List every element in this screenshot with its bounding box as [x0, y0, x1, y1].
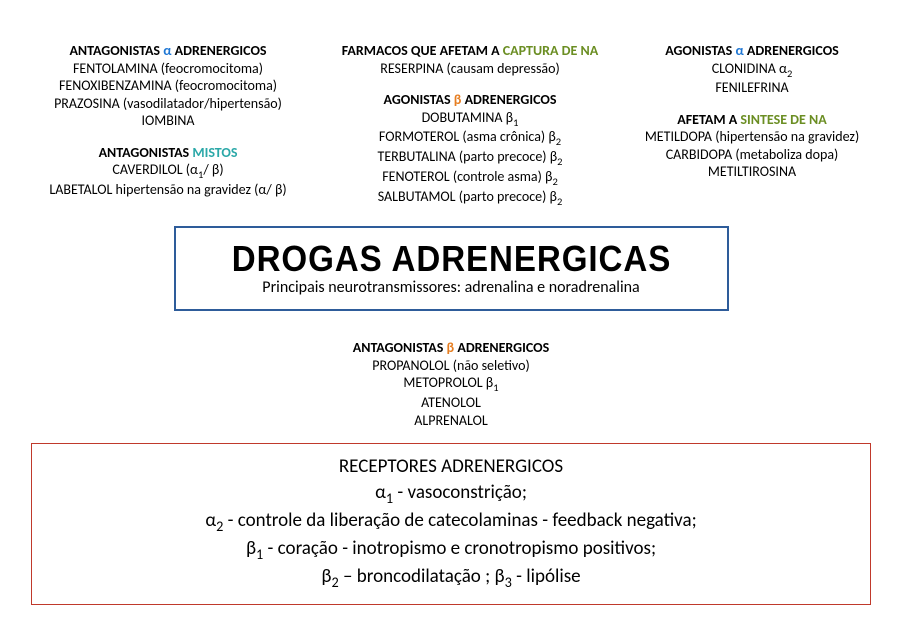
text: / β): [266, 181, 286, 198]
sub: 2: [787, 66, 792, 79]
sub: 1: [513, 115, 518, 128]
sub: 2: [552, 175, 557, 188]
drug-line: SALBUTAMOL (parto precoce) β2: [325, 188, 615, 208]
text: - controle da liberação de catecolaminas…: [223, 509, 696, 532]
text: TERBUTALINA (parto precoce) β: [378, 148, 558, 165]
sub: 3: [505, 573, 512, 591]
sub: 2: [557, 155, 562, 168]
text: / β): [203, 161, 223, 178]
text: ADRENERGICOS: [454, 339, 549, 356]
captura-title: FARMACOS QUE AFETAM A CAPTURA DE NA: [325, 42, 615, 60]
antag-alpha-block: ANTAGONISTAS α ADRENERGICOS FENTOLAMINA …: [28, 42, 308, 130]
agon-alpha-title: AGONISTAS α ADRENERGICOS: [632, 42, 872, 60]
sub: 2: [556, 135, 561, 148]
antag-mistos-title: ANTAGONISTAS MISTOS: [28, 144, 308, 162]
drug-line: METOPROLOL β1: [0, 374, 902, 394]
receptor-line: α1 - vasoconstrição;: [52, 480, 850, 508]
text: ANTAGONISTAS: [353, 339, 447, 356]
col-left: ANTAGONISTAS α ADRENERGICOS FENTOLAMINA …: [28, 42, 308, 208]
text: β: [321, 565, 331, 588]
accent: CAPTURA DE NA: [503, 42, 598, 59]
drug-line: FORMOTEROL (asma crônica) β2: [325, 128, 615, 148]
captura-block: FARMACOS QUE AFETAM A CAPTURA DE NA RESE…: [325, 42, 615, 77]
accent: α: [163, 42, 171, 59]
drug-line: CAVERDILOL (α1/ β): [28, 161, 308, 181]
agon-beta-title: AGONISTAS β ADRENERGICOS: [325, 91, 615, 109]
text: – broncodilatação ;: [339, 565, 495, 588]
drug-line: LABETALOL hipertensão na gravidez (α/ β): [28, 181, 308, 199]
receptor-line: β2 – broncodilatação ; β3 - lipólise: [52, 564, 850, 592]
text: AGONISTAS: [665, 42, 735, 59]
text: LABETALOL hipertensão na gravidez (α: [49, 181, 266, 198]
receptors-box: RECEPTORES ADRENERGICOS α1 - vasoconstri…: [31, 443, 871, 605]
text: ADRENERGICOS: [172, 42, 267, 59]
text: AFETAM A: [677, 111, 740, 128]
drug-line: CLONIDINA α2: [632, 60, 872, 80]
agon-alpha-block: AGONISTAS α ADRENERGICOS CLONIDINA α2 FE…: [632, 42, 872, 97]
drug-line: FENOTEROL (controle asma) β2: [325, 168, 615, 188]
drug-line: METILTIROSINA: [632, 163, 872, 181]
drug-line: FENILEFRINA: [632, 79, 872, 97]
text: - vasoconstrição;: [393, 481, 527, 504]
accent: MISTOS: [192, 144, 237, 161]
text: FARMACOS QUE AFETAM A: [342, 42, 503, 59]
drug-line: METILDOPA (hipertensão na gravidez): [632, 128, 872, 146]
text: ANTAGONISTAS: [69, 42, 163, 59]
col-right: AGONISTAS α ADRENERGICOS CLONIDINA α2 FE…: [632, 42, 872, 208]
text: α: [375, 481, 386, 504]
drug-line: FENTOLAMINA (feocromocitoma): [28, 60, 308, 78]
drug-line: FENOXIBENZAMINA (feocromocitoma): [28, 77, 308, 95]
col-mid: FARMACOS QUE AFETAM A CAPTURA DE NA RESE…: [325, 42, 615, 208]
drug-line: PRAZOSINA (vasodilatador/hipertensão): [28, 95, 308, 113]
accent: α: [735, 42, 743, 59]
drug-line: PROPANOLOL (não seletivo): [0, 357, 902, 375]
antag-beta-block: ANTAGONISTAS β ADRENERGICOS PROPANOLOL (…: [0, 339, 902, 429]
text: METOPROLOL β: [403, 374, 493, 391]
drug-line: ATENOLOL: [0, 394, 902, 412]
sub: 1: [493, 381, 498, 394]
sub: 2: [557, 195, 562, 208]
drug-line: ALPRENALOL: [0, 412, 902, 430]
sub: 2: [331, 573, 338, 591]
receptor-line: β1 - coração - inotropismo e cronotropis…: [52, 536, 850, 564]
main-box: DROGAS ADRENERGICAS Principais neurotran…: [174, 226, 729, 311]
text: - coração - inotropismo e cronotropismo …: [263, 537, 656, 560]
text: AGONISTAS: [384, 91, 454, 108]
text: SALBUTAMOL (parto precoce) β: [378, 188, 557, 205]
drug-line: IOMBINA: [28, 112, 308, 130]
main-subtitle: Principais neurotransmissores: adrenalin…: [190, 278, 713, 297]
sintese-title: AFETAM A SINTESE DE NA: [632, 111, 872, 129]
drug-line: RESERPINA (causam depressão): [325, 60, 615, 78]
text: FENOTEROL (controle asma) β: [382, 168, 552, 185]
antag-beta-title: ANTAGONISTAS β ADRENERGICOS: [0, 339, 902, 357]
main-title: DROGAS ADRENERGICAS: [210, 238, 691, 280]
text: ADRENERGICOS: [744, 42, 839, 59]
drug-line: DOBUTAMINA β1: [325, 109, 615, 129]
text: FORMOTEROL (asma crônica) β: [379, 128, 556, 145]
sintese-block: AFETAM A SINTESE DE NA METILDOPA (hipert…: [632, 111, 872, 181]
text: CLONIDINA α: [712, 60, 787, 77]
top-section: ANTAGONISTAS α ADRENERGICOS FENTOLAMINA …: [0, 0, 902, 208]
text: β: [495, 565, 505, 588]
receptor-line: α2 - controle da liberação de catecolami…: [52, 508, 850, 536]
drug-line: CARBIDOPA (metaboliza dopa): [632, 146, 872, 164]
receptors-title: RECEPTORES ADRENERGICOS: [52, 454, 850, 480]
text: DOBUTAMINA β: [422, 109, 514, 126]
antag-mistos-block: ANTAGONISTAS MISTOS CAVERDILOL (α1/ β) L…: [28, 144, 308, 199]
text: α: [205, 509, 216, 532]
text: CAVERDILOL (α: [112, 161, 198, 178]
text: ANTAGONISTAS: [99, 144, 193, 161]
text: β: [246, 537, 256, 560]
accent: SINTESE DE NA: [740, 111, 826, 128]
text: - lipólise: [512, 565, 581, 588]
agon-beta-block: AGONISTAS β ADRENERGICOS DOBUTAMINA β1 F…: [325, 91, 615, 208]
drug-line: TERBUTALINA (parto precoce) β2: [325, 148, 615, 168]
antag-alpha-title: ANTAGONISTAS α ADRENERGICOS: [28, 42, 308, 60]
text: ADRENERGICOS: [461, 91, 556, 108]
